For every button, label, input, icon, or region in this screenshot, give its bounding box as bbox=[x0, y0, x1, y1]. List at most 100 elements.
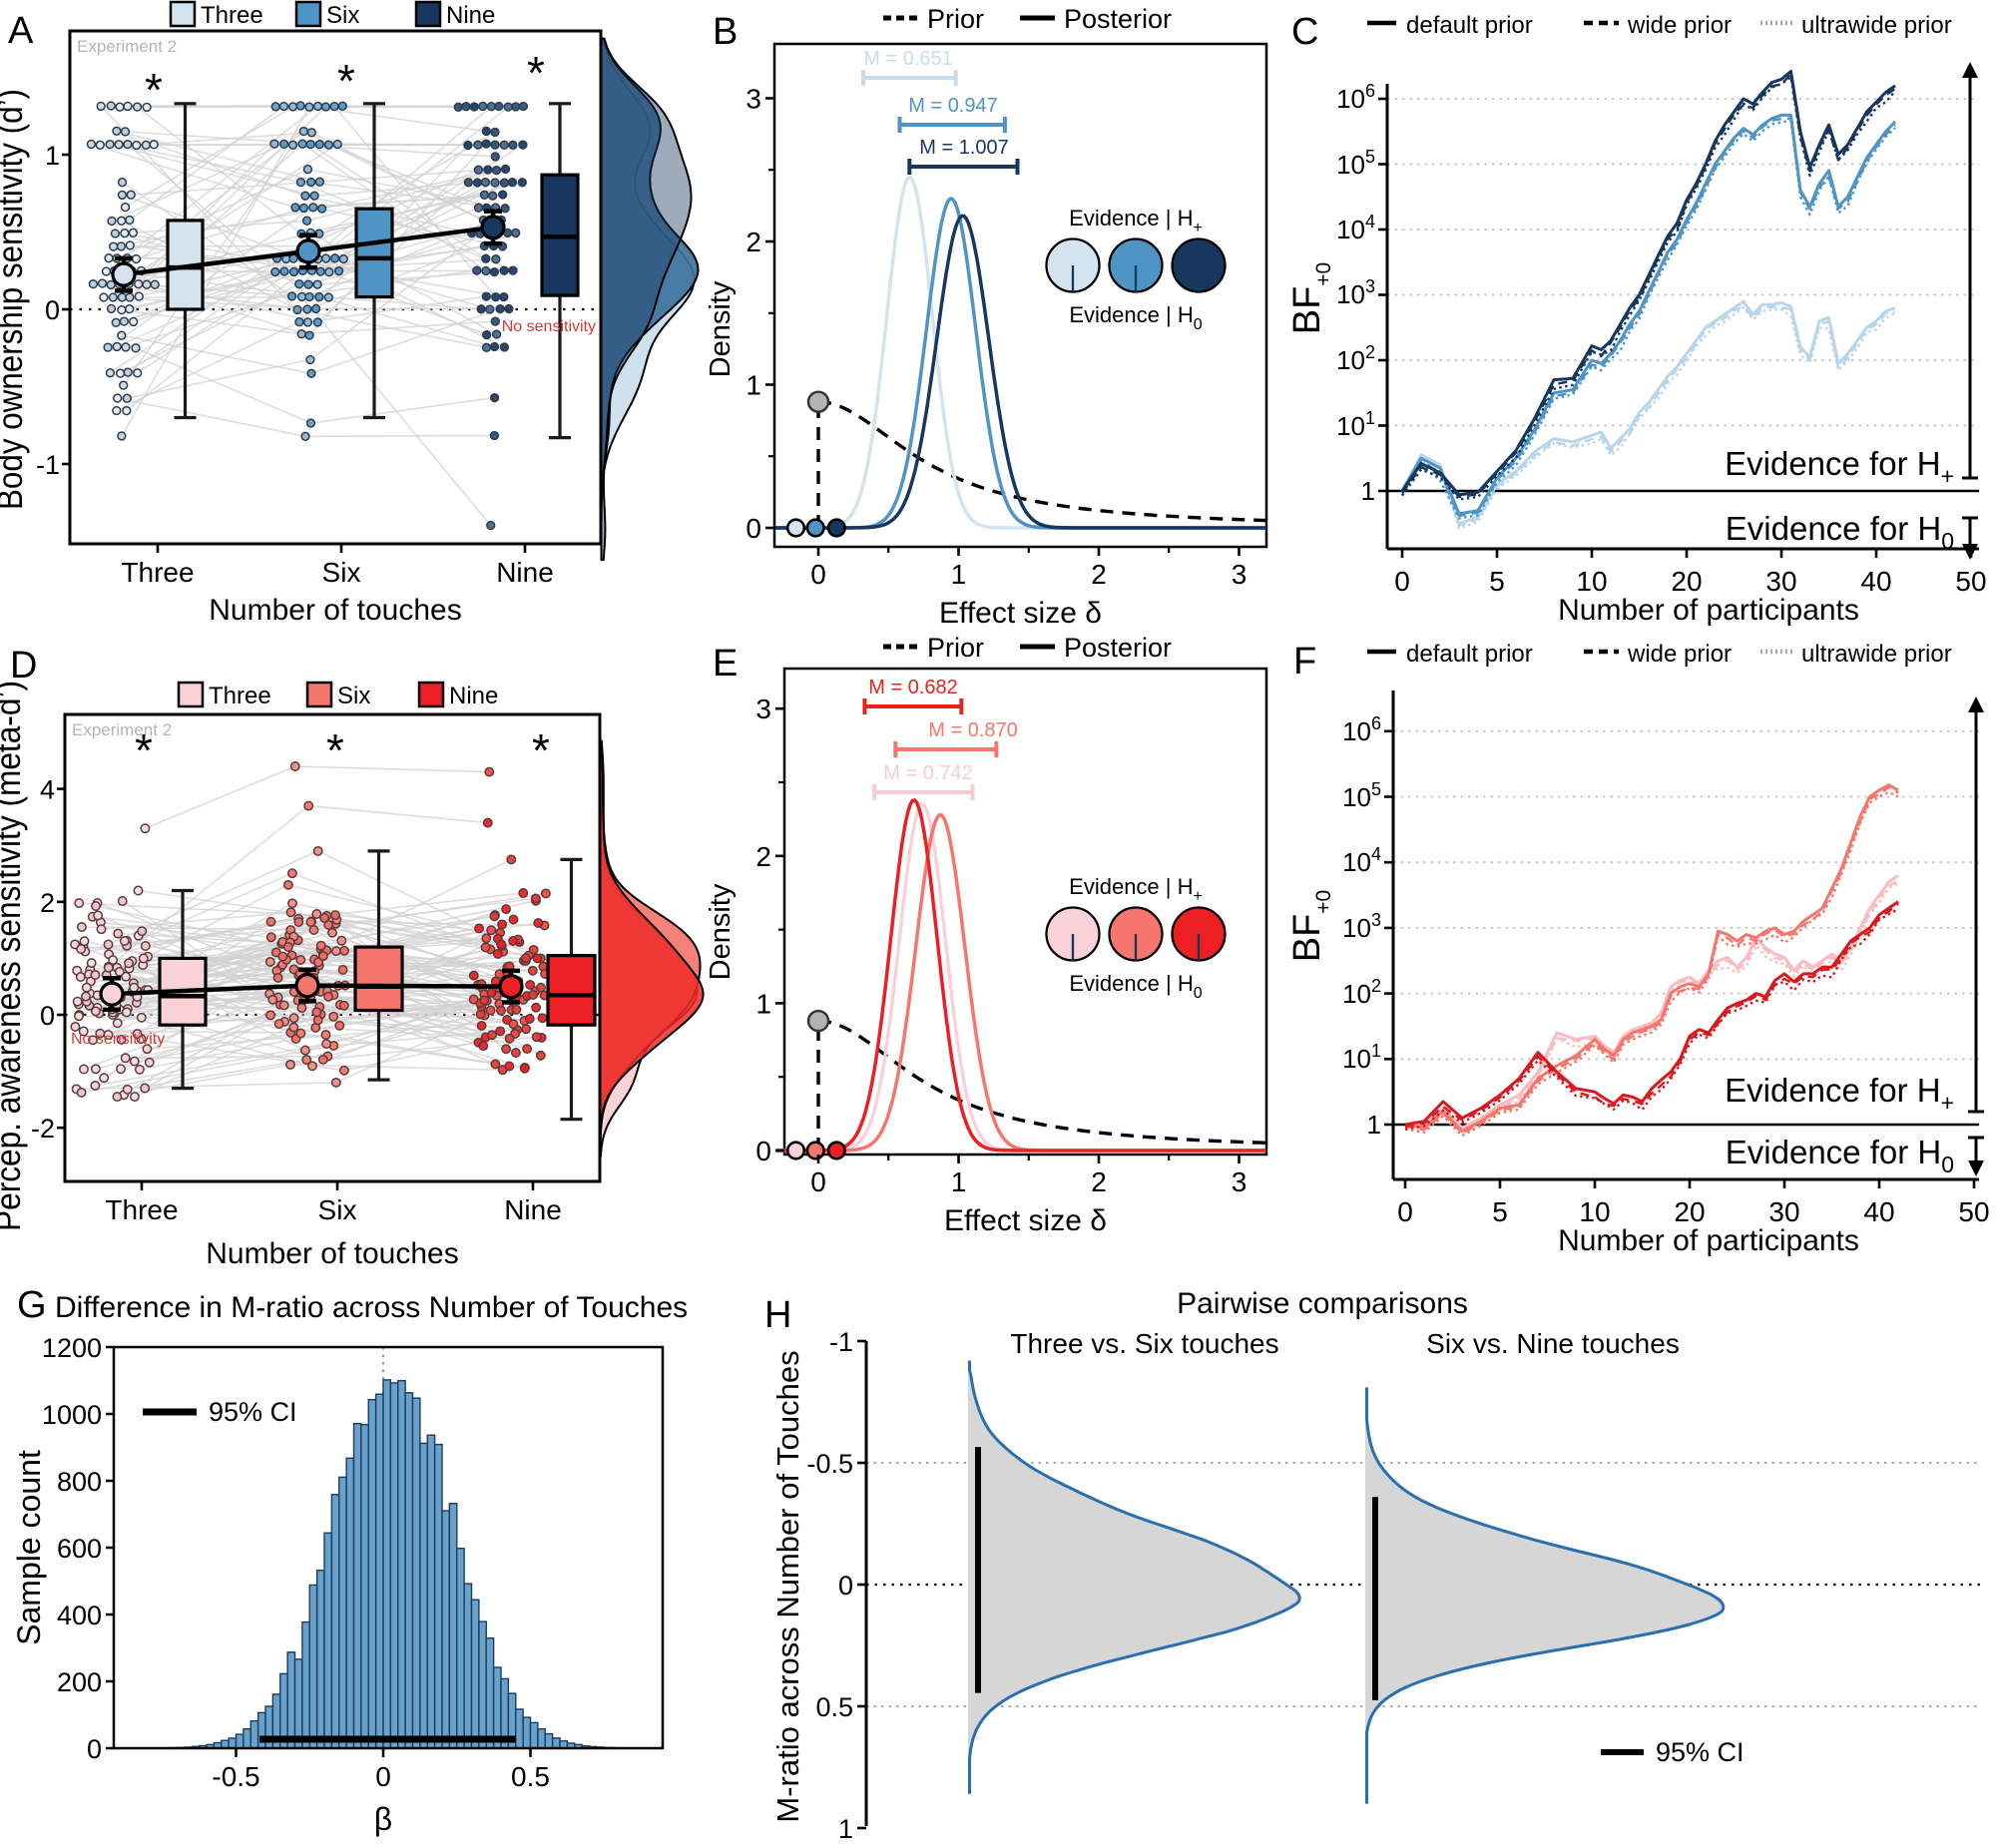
svg-text:M = 0.682: M = 0.682 bbox=[868, 677, 958, 698]
svg-text:0: 0 bbox=[87, 1734, 102, 1764]
svg-text:Evidence for H0: Evidence for H0 bbox=[1726, 1134, 1954, 1177]
svg-text:-1: -1 bbox=[829, 1327, 853, 1357]
svg-text:D: D bbox=[10, 645, 37, 687]
svg-text:Three vs. Six touches: Three vs. Six touches bbox=[1010, 1328, 1278, 1359]
svg-text:-0.5: -0.5 bbox=[212, 1761, 259, 1792]
svg-text:-0.5: -0.5 bbox=[806, 1449, 853, 1479]
svg-text:*: * bbox=[527, 47, 545, 99]
svg-text:1: 1 bbox=[755, 988, 771, 1019]
svg-text:Evidence for H0: Evidence for H0 bbox=[1726, 510, 1954, 554]
svg-text:Experiment 2: Experiment 2 bbox=[72, 720, 172, 739]
svg-text:0: 0 bbox=[810, 1166, 826, 1197]
svg-text:40: 40 bbox=[1863, 1196, 1894, 1227]
svg-text:ultrawide prior: ultrawide prior bbox=[1801, 641, 1952, 668]
svg-text:M = 0.742: M = 0.742 bbox=[883, 762, 973, 784]
svg-text:G: G bbox=[17, 1284, 47, 1326]
svg-text:Experiment 2: Experiment 2 bbox=[77, 37, 177, 56]
svg-text:F: F bbox=[1293, 641, 1316, 683]
svg-text:10: 10 bbox=[1576, 566, 1607, 597]
svg-text:20: 20 bbox=[1674, 1196, 1705, 1227]
svg-text:Number of participants: Number of participants bbox=[1558, 594, 1859, 627]
svg-text:30: 30 bbox=[1768, 1196, 1799, 1227]
svg-text:30: 30 bbox=[1765, 566, 1796, 597]
svg-text:2: 2 bbox=[755, 841, 771, 872]
svg-text:M = 0.651: M = 0.651 bbox=[863, 48, 953, 70]
svg-text:Pairwise comparisons: Pairwise comparisons bbox=[1177, 1287, 1468, 1320]
svg-text:1: 1 bbox=[951, 559, 967, 590]
svg-text:Sample count: Sample count bbox=[11, 1450, 47, 1645]
svg-text:0: 0 bbox=[838, 1571, 853, 1601]
svg-text:*: * bbox=[337, 55, 355, 107]
svg-text:*: * bbox=[326, 724, 344, 776]
svg-text:600: 600 bbox=[57, 1534, 102, 1564]
svg-text:3: 3 bbox=[755, 693, 771, 724]
svg-text:0: 0 bbox=[45, 295, 60, 325]
svg-text:Nine: Nine bbox=[504, 1194, 562, 1225]
svg-text:0: 0 bbox=[1394, 566, 1410, 597]
svg-text:M-ratio across Number of Touch: M-ratio across Number of Touches bbox=[770, 1350, 805, 1822]
svg-text:1: 1 bbox=[1367, 1110, 1381, 1140]
svg-text:default prior: default prior bbox=[1406, 12, 1533, 39]
svg-text:2: 2 bbox=[746, 227, 761, 257]
svg-text:Prior: Prior bbox=[927, 4, 984, 34]
svg-text:wide prior: wide prior bbox=[1627, 12, 1732, 39]
svg-text:40: 40 bbox=[1860, 566, 1891, 597]
svg-text:2: 2 bbox=[1091, 559, 1107, 590]
svg-text:20: 20 bbox=[1671, 566, 1702, 597]
svg-text:0: 0 bbox=[375, 1761, 391, 1792]
svg-text:Six: Six bbox=[337, 683, 370, 709]
svg-text:Percep. awareness sensitivity: Percep. awareness sensitivity (meta-d’) bbox=[0, 681, 28, 1231]
svg-text:Difference in M-ratio across N: Difference in M-ratio across Number of T… bbox=[55, 1291, 688, 1324]
svg-text:*: * bbox=[145, 64, 163, 116]
svg-text:Nine: Nine bbox=[496, 557, 554, 588]
svg-text:Three: Three bbox=[209, 683, 271, 709]
svg-text:No sensitivity: No sensitivity bbox=[502, 318, 596, 335]
svg-text:Number of participants: Number of participants bbox=[1558, 1224, 1859, 1257]
svg-text:Prior: Prior bbox=[927, 633, 984, 663]
svg-text:Three: Three bbox=[201, 2, 263, 29]
svg-text:Posterior: Posterior bbox=[1064, 633, 1172, 663]
svg-text:C: C bbox=[1291, 11, 1318, 53]
svg-text:3: 3 bbox=[746, 84, 761, 115]
svg-text:3: 3 bbox=[1232, 559, 1248, 590]
svg-text:0.5: 0.5 bbox=[511, 1761, 550, 1792]
svg-text:200: 200 bbox=[57, 1667, 102, 1697]
svg-text:M = 1.007: M = 1.007 bbox=[919, 137, 1009, 159]
svg-text:Body ownership sensitivity (d’: Body ownership sensitivity (d’) bbox=[0, 89, 30, 510]
svg-text:0: 0 bbox=[810, 559, 826, 590]
svg-text:0: 0 bbox=[746, 513, 761, 544]
svg-text:Density: Density bbox=[705, 280, 737, 377]
svg-text:95% CI: 95% CI bbox=[209, 1397, 297, 1427]
svg-text:1000: 1000 bbox=[42, 1400, 102, 1430]
svg-text:1: 1 bbox=[746, 370, 761, 401]
svg-text:Six: Six bbox=[318, 1194, 357, 1225]
svg-text:*: * bbox=[135, 724, 153, 776]
svg-text:1200: 1200 bbox=[42, 1333, 102, 1363]
svg-text:1: 1 bbox=[838, 1814, 853, 1844]
svg-text:Three: Three bbox=[121, 557, 194, 588]
svg-text:Effect size δ: Effect size δ bbox=[939, 597, 1102, 630]
svg-text:M = 0.870: M = 0.870 bbox=[928, 719, 1018, 741]
svg-text:0.5: 0.5 bbox=[815, 1692, 853, 1722]
svg-text:1: 1 bbox=[1361, 476, 1375, 506]
svg-text:1: 1 bbox=[951, 1166, 967, 1197]
svg-text:*: * bbox=[532, 724, 550, 776]
svg-text:0: 0 bbox=[1397, 1196, 1413, 1227]
svg-text:A: A bbox=[8, 10, 34, 52]
svg-text:Nine: Nine bbox=[449, 683, 498, 709]
svg-text:95% CI: 95% CI bbox=[1656, 1737, 1745, 1767]
svg-text:B: B bbox=[713, 11, 738, 53]
svg-text:-2: -2 bbox=[31, 1114, 55, 1144]
svg-text:10: 10 bbox=[1579, 1196, 1610, 1227]
svg-text:Density: Density bbox=[705, 883, 737, 980]
svg-text:Evidence for H+: Evidence for H+ bbox=[1725, 445, 1954, 489]
svg-text:Effect size δ: Effect size δ bbox=[944, 1204, 1107, 1237]
svg-text:Number of touches: Number of touches bbox=[209, 594, 461, 627]
svg-text:M = 0.947: M = 0.947 bbox=[908, 95, 998, 117]
svg-text:-1: -1 bbox=[36, 450, 60, 480]
svg-text:Six vs. Nine touches: Six vs. Nine touches bbox=[1426, 1328, 1680, 1359]
svg-text:2: 2 bbox=[40, 888, 55, 918]
svg-text:1: 1 bbox=[45, 141, 60, 171]
svg-text:H: H bbox=[764, 1294, 791, 1336]
svg-text:0: 0 bbox=[755, 1136, 771, 1166]
